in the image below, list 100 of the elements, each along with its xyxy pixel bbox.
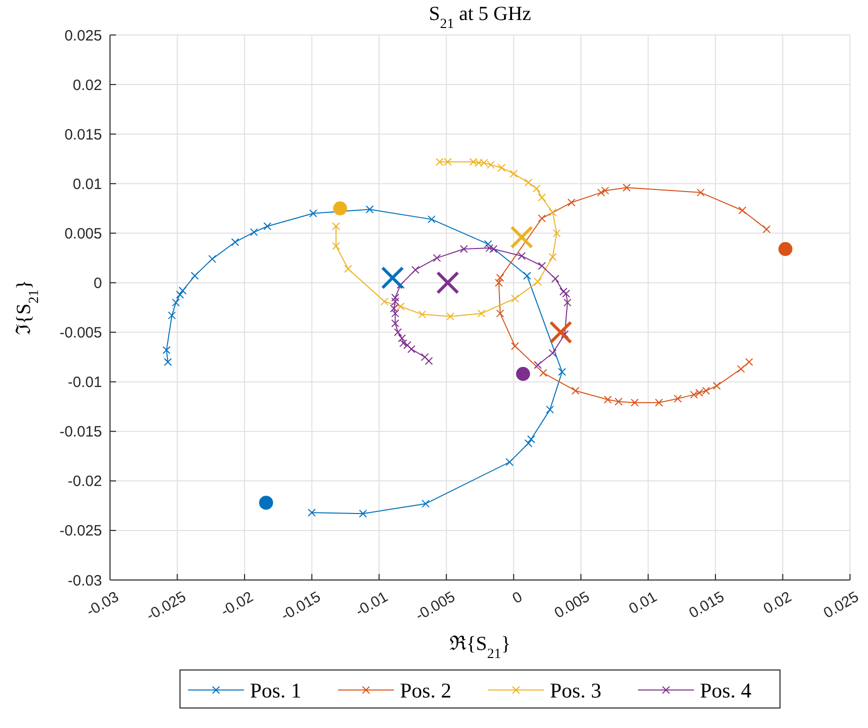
- point: [737, 364, 746, 373]
- point: [510, 294, 519, 303]
- x-tick-label: -0.02: [218, 588, 256, 620]
- point: [534, 360, 542, 369]
- point: [597, 188, 606, 197]
- point: [523, 272, 532, 280]
- point: [762, 225, 771, 234]
- point: [477, 309, 486, 318]
- y-tick-label: -0.025: [59, 522, 102, 540]
- point: [496, 309, 504, 318]
- point: [208, 254, 216, 263]
- point: [674, 394, 682, 403]
- point: [399, 339, 408, 348]
- x-tick-label: 0.025: [820, 588, 862, 622]
- point: [168, 311, 176, 320]
- point: [510, 226, 534, 249]
- y-tick-label: -0.03: [68, 572, 102, 590]
- point: [552, 229, 561, 238]
- point: [422, 500, 430, 508]
- point: [539, 368, 548, 377]
- point: [498, 164, 506, 172]
- y-tick-label: 0.005: [64, 225, 102, 242]
- point: [614, 398, 623, 406]
- point: [436, 271, 460, 294]
- point: [391, 309, 400, 318]
- point: [567, 198, 576, 206]
- point: [516, 366, 530, 381]
- point: [333, 201, 348, 216]
- point: [745, 358, 754, 366]
- point: [534, 278, 542, 286]
- point: [546, 406, 554, 414]
- point: [484, 240, 492, 248]
- point: [176, 290, 184, 299]
- point: [630, 398, 639, 407]
- point: [559, 288, 568, 296]
- point: [446, 312, 454, 320]
- point: [560, 330, 569, 338]
- y-tick-label: -0.01: [68, 374, 102, 392]
- point: [622, 184, 631, 192]
- point: [418, 310, 426, 318]
- point: [398, 334, 406, 342]
- x-tick-label: 0.02: [760, 588, 794, 618]
- point: [391, 294, 400, 302]
- point: [601, 186, 610, 195]
- point: [162, 346, 171, 354]
- point: [563, 298, 572, 307]
- point: [366, 205, 374, 214]
- x-tick-label: 0.015: [686, 588, 728, 622]
- point: [548, 208, 557, 216]
- x-tick-label: 0.01: [626, 588, 660, 618]
- legend-label: Pos. 1: [250, 678, 302, 702]
- y-tick-label: 0.025: [64, 27, 102, 44]
- legend-label: Pos. 2: [400, 678, 452, 702]
- point: [538, 194, 546, 202]
- y-tick-label: 0.015: [64, 126, 102, 144]
- point: [696, 188, 705, 197]
- point: [411, 266, 420, 274]
- point: [551, 274, 560, 283]
- x-tick-label: 0: [510, 588, 526, 608]
- point: [460, 245, 468, 254]
- point: [396, 302, 405, 311]
- point: [309, 209, 318, 218]
- point: [524, 439, 532, 448]
- point: [538, 214, 546, 222]
- legend-label: Pos. 4: [700, 678, 752, 702]
- y-tick-label: 0: [94, 274, 102, 292]
- point: [259, 496, 274, 510]
- point: [572, 386, 580, 395]
- point: [424, 357, 433, 366]
- point: [485, 244, 494, 252]
- y-tick-label: 0.01: [72, 176, 102, 193]
- point: [562, 290, 570, 298]
- point: [391, 298, 400, 306]
- y-tick-label: -0.015: [59, 424, 102, 441]
- point: [494, 278, 503, 287]
- point: [250, 228, 258, 236]
- point: [391, 319, 400, 328]
- point: [548, 252, 557, 261]
- point: [524, 178, 532, 187]
- point: [506, 458, 514, 466]
- point: [263, 222, 272, 230]
- point: [390, 304, 398, 312]
- point: [549, 320, 572, 344]
- point: [532, 184, 541, 193]
- point: [510, 170, 518, 178]
- point: [538, 262, 546, 270]
- point: [231, 238, 240, 246]
- chart-title: S$_{21}$ at 5 GHz: [428, 3, 532, 32]
- point: [381, 266, 404, 290]
- point: [358, 510, 367, 518]
- point: [344, 264, 352, 273]
- point: [394, 328, 402, 336]
- point: [604, 396, 612, 404]
- point: [489, 245, 498, 254]
- point: [778, 242, 792, 256]
- point: [332, 242, 340, 250]
- y-tick-label: -0.02: [68, 473, 102, 490]
- x-tick-label: 0.005: [552, 588, 593, 622]
- point: [558, 368, 566, 376]
- point: [518, 252, 526, 260]
